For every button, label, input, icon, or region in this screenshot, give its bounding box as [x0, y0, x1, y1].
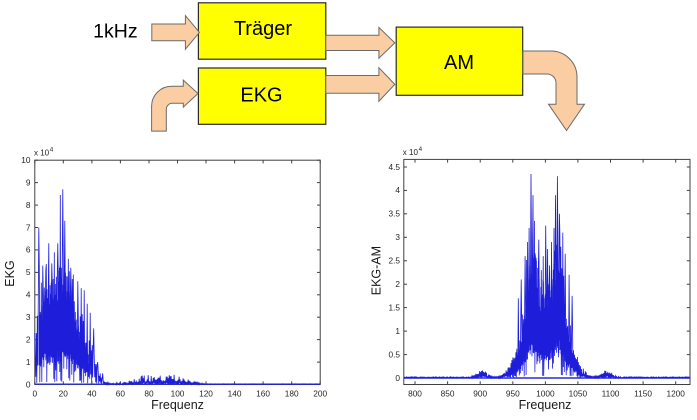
svg-text:140: 140	[228, 389, 242, 399]
svg-text:1: 1	[395, 326, 400, 336]
svg-text:180: 180	[285, 389, 299, 399]
svg-text:5: 5	[26, 267, 31, 277]
svg-text:3: 3	[26, 312, 31, 322]
svg-text:2: 2	[395, 279, 400, 289]
svg-text:6: 6	[26, 245, 31, 255]
svg-text:800: 800	[408, 389, 422, 399]
svg-text:1.5: 1.5	[388, 302, 400, 312]
svg-text:900: 900	[473, 389, 487, 399]
svg-text:850: 850	[441, 389, 455, 399]
svg-text:1200: 1200	[666, 389, 685, 399]
svg-text:1050: 1050	[569, 389, 588, 399]
svg-text:x 10: x 10	[34, 149, 50, 158]
svg-text:0: 0	[32, 389, 37, 399]
svg-text:8: 8	[26, 200, 31, 210]
svg-text:1: 1	[26, 357, 31, 367]
svg-text:20: 20	[59, 389, 69, 399]
svg-text:10: 10	[21, 155, 31, 165]
svg-text:1kHz: 1kHz	[93, 21, 137, 43]
svg-text:Frequenz: Frequenz	[519, 398, 572, 412]
svg-text:3: 3	[395, 232, 400, 242]
svg-text:7: 7	[26, 222, 31, 232]
svg-text:Träger: Träger	[234, 18, 293, 40]
svg-text:9: 9	[26, 177, 31, 187]
svg-text:80: 80	[144, 389, 154, 399]
svg-text:200: 200	[313, 389, 327, 399]
svg-text:4: 4	[395, 185, 400, 195]
svg-text:0: 0	[26, 379, 31, 389]
svg-text:40: 40	[87, 389, 97, 399]
svg-text:60: 60	[116, 389, 126, 399]
svg-text:160: 160	[256, 389, 270, 399]
svg-text:1100: 1100	[602, 389, 620, 399]
svg-text:4: 4	[419, 146, 423, 153]
svg-text:1000: 1000	[536, 389, 555, 399]
svg-text:950: 950	[506, 389, 520, 399]
svg-text:4: 4	[50, 147, 54, 154]
svg-text:2.5: 2.5	[388, 256, 400, 266]
svg-text:4: 4	[26, 290, 31, 300]
svg-text:EKG: EKG	[3, 260, 17, 286]
svg-text:4.5: 4.5	[388, 162, 400, 172]
svg-text:1150: 1150	[634, 389, 652, 399]
svg-text:0.5: 0.5	[388, 349, 400, 359]
svg-text:AM: AM	[444, 52, 474, 74]
svg-text:120: 120	[199, 389, 213, 399]
svg-text:EKG: EKG	[240, 84, 282, 106]
svg-text:0: 0	[395, 373, 400, 383]
svg-text:3.5: 3.5	[388, 209, 400, 219]
svg-text:EKG-AM: EKG-AM	[370, 246, 384, 295]
svg-text:Frequenz: Frequenz	[151, 398, 204, 412]
svg-text:2: 2	[26, 334, 31, 344]
svg-text:x 10: x 10	[403, 148, 419, 157]
svg-text:100: 100	[171, 389, 185, 399]
